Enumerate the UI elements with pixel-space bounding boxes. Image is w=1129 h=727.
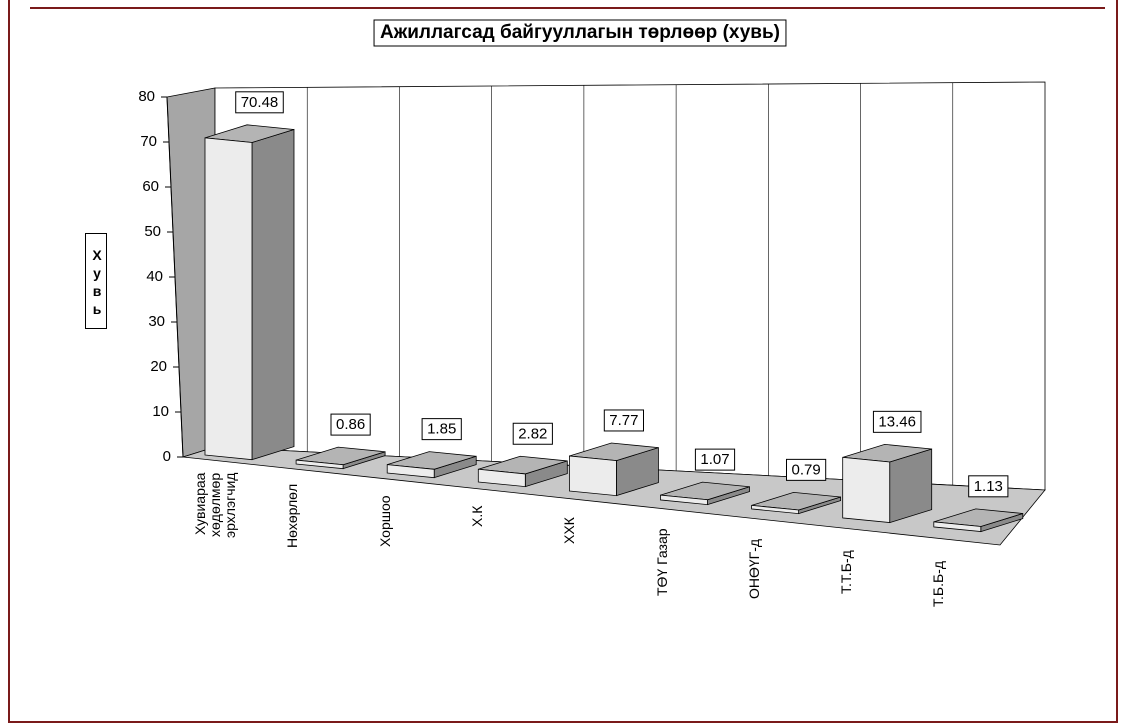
x-tick-label: Хоршоо <box>376 495 393 547</box>
y-tick-label: 0 <box>163 448 171 465</box>
bar-front <box>204 137 253 461</box>
bar-front <box>569 455 617 497</box>
bar <box>933 508 1024 533</box>
value-label: 1.13 <box>974 478 1003 495</box>
y-tick-label: 70 <box>140 133 157 150</box>
bar <box>204 124 295 461</box>
title-box <box>373 19 787 47</box>
value-label-box <box>235 91 284 114</box>
y-tick-label: 40 <box>146 268 163 285</box>
y-axis-label: Хувь <box>85 233 107 329</box>
x-tick-label: Т.Б.Б-д <box>930 561 947 607</box>
value-label-box <box>330 413 371 436</box>
value-label: 2.82 <box>518 425 547 442</box>
value-label-box <box>603 409 645 432</box>
x-tick-label: ОНӨҮГ-д <box>745 539 762 600</box>
value-label-box <box>421 418 462 441</box>
bar-front <box>842 456 891 524</box>
y-tick-label: 60 <box>142 178 159 195</box>
bar <box>660 481 750 506</box>
bar <box>477 455 568 488</box>
y-tick-label: 20 <box>150 358 167 375</box>
value-label: 1.85 <box>427 421 456 438</box>
value-label: 0.79 <box>791 461 820 478</box>
chart-title: Ажиллагсад байгууллагын төрлөөр (хувь) <box>380 22 780 43</box>
x-tick-label: ТӨҮ Газар <box>653 528 670 596</box>
bar-front <box>477 468 526 488</box>
value-label: 0.86 <box>336 416 365 433</box>
x-tick-label: Х.К <box>468 506 485 528</box>
bar <box>842 443 933 524</box>
bar <box>751 491 841 515</box>
bar-front <box>295 459 344 470</box>
bar <box>569 442 659 497</box>
y-tick-label: 80 <box>138 88 155 105</box>
y-tick-label: 50 <box>144 223 161 240</box>
y-tick-label: 10 <box>152 403 169 420</box>
value-label-box <box>512 422 553 445</box>
x-tick-label: ХХК <box>561 517 578 544</box>
bar <box>386 451 477 479</box>
bar-front <box>386 464 435 479</box>
value-label-box <box>968 475 1009 498</box>
bar-front <box>751 504 799 515</box>
x-tick-label: Хувиараа хөдөлмөр эрхлэгчид <box>192 473 238 539</box>
value-label: 13.46 <box>878 413 916 430</box>
x-tick-label: Нөхөрлөл <box>284 484 301 549</box>
bar <box>295 446 386 470</box>
value-label-box <box>694 448 736 471</box>
value-label: 7.77 <box>609 412 638 429</box>
bar-front <box>933 521 982 533</box>
bar-front <box>660 494 708 506</box>
x-tick-label: Т.Т.Б-д <box>838 550 855 594</box>
y-tick-label: 30 <box>148 313 165 330</box>
frame <box>8 0 1118 723</box>
bar-side <box>251 128 295 461</box>
value-label: 1.07 <box>700 451 729 468</box>
value-label-box <box>785 458 827 481</box>
value-label: 70.48 <box>241 94 279 111</box>
value-label-box <box>872 410 922 433</box>
